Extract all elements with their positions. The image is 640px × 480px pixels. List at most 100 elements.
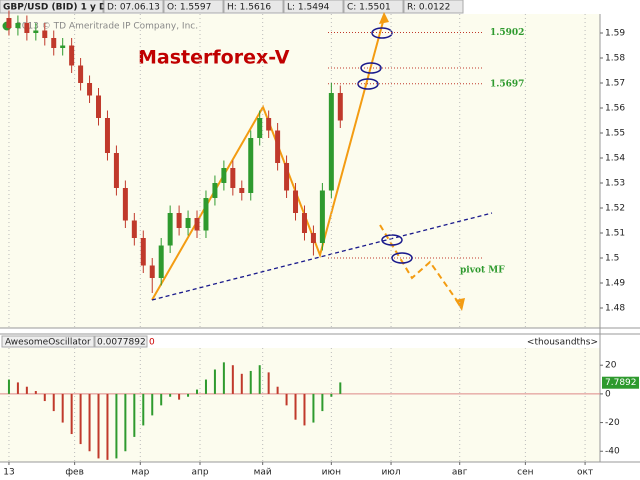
candle-body [113, 153, 119, 188]
y-tick-label: 1.57 [605, 79, 625, 89]
toolbar-cell [163, 0, 224, 14]
y-tick-label: 1.51 [605, 229, 625, 239]
x-tick-label: 13 [3, 468, 14, 478]
marker-ellipse [360, 62, 382, 74]
toolbar-cell [403, 0, 464, 14]
candle-body [140, 238, 146, 266]
candle-body [69, 45, 75, 66]
candle-body [158, 245, 164, 278]
oscillator-bar [231, 365, 234, 394]
level-label: 1.5902 [490, 28, 524, 38]
oscillator-bar [124, 393, 127, 452]
y-tick-label: 1.53 [605, 179, 625, 189]
y-tick-label: 1.49 [605, 279, 625, 289]
toolbar-cell [223, 0, 284, 14]
y-tick-label: 1.52 [605, 204, 625, 214]
oscillator-bar [70, 393, 73, 435]
forecast-line [379, 224, 461, 306]
candle-body [221, 168, 227, 183]
candle-body [319, 190, 325, 243]
oscillator-bar [43, 393, 46, 402]
oscillator-bar [240, 373, 243, 394]
x-tick-label: июл [381, 468, 400, 478]
oscillator-bar [169, 393, 172, 397]
candle-body [275, 130, 281, 163]
candle-body [167, 213, 173, 246]
oscillator-bar [151, 393, 154, 416]
oscillator-panel [0, 348, 600, 462]
y-tick-label: 1.48 [605, 304, 625, 314]
candle-body [15, 23, 21, 28]
x-tick-label: мар [131, 468, 149, 478]
oscillator-bar [133, 393, 136, 437]
candle-body [248, 138, 254, 193]
candle-body [104, 118, 110, 153]
oscillator-bar [312, 393, 315, 423]
x-tick-label: авг [452, 468, 468, 478]
x-tick-label: май [254, 468, 272, 478]
y-tick-label: 20 [605, 361, 617, 371]
copyright: 2013 © TD Ameritrade IP Company, Inc. [16, 22, 198, 32]
oscillator-bar [258, 365, 261, 394]
annotation-title: Masterforex-V [138, 47, 290, 69]
candle-body [24, 23, 30, 33]
oscillator-bar [16, 382, 19, 394]
last-value-box [602, 376, 639, 389]
y-tick-label: 0 [605, 389, 611, 399]
indicator-value: 0.0077892 [97, 338, 146, 348]
toolbar: GBP/USD (BID) 1 y D D: 07.06.13 O: 1.5597 H… [0, 0, 464, 14]
price-panel [0, 14, 600, 328]
arrow-head [379, 12, 389, 24]
oscillator-bar [330, 393, 333, 397]
toolbar-text: H: 1.5616 [227, 3, 271, 13]
candle-body [149, 265, 155, 278]
toolbar-text: R: 0.0122 [407, 3, 450, 13]
candle-body [60, 45, 66, 48]
candle-body [51, 38, 57, 48]
pivot-label: pivot MF [460, 266, 505, 276]
x-tick-label: окт [577, 468, 593, 478]
candle-body [310, 233, 316, 243]
level-label: 1.5697 [490, 79, 524, 89]
indicator-value-box [94, 335, 148, 348]
toolbar-text: O: 1.5597 [167, 3, 211, 13]
y-tick-label: 1.5 [605, 254, 619, 264]
candle-body [257, 118, 263, 138]
oscillator-bar [321, 393, 324, 412]
candle-body [239, 188, 245, 193]
oscillator-bar [34, 391, 37, 394]
y-tick-label: -20 [605, 418, 620, 428]
y-tick-label: 1.55 [605, 129, 625, 139]
candle-body [266, 118, 272, 131]
candle-body [284, 163, 290, 191]
toolbar-text: D: 07.06.13 [107, 3, 160, 13]
y-tick-label: 1.59 [605, 29, 625, 39]
candle-body [87, 83, 93, 96]
indicator-name: AwesomeOscillator [5, 338, 91, 348]
marker-ellipse [391, 252, 413, 264]
oscillator-bar [115, 393, 118, 459]
oscillator-bar [294, 393, 297, 420]
candle-body [96, 95, 102, 118]
last-value-label: 7.7892 [605, 378, 637, 388]
candle-body [122, 188, 128, 221]
oscillator-bar [222, 362, 225, 394]
candle-body [185, 218, 191, 228]
x-tick-label: фев [65, 468, 84, 478]
oscillator-bar [61, 393, 64, 423]
oscillator-bar [249, 370, 252, 394]
candle-body [6, 18, 12, 28]
candle-body [33, 30, 39, 33]
y-tick-label: 1.58 [605, 54, 625, 64]
oscillator-bar [160, 393, 163, 406]
marker-ellipse [381, 234, 403, 246]
oscillator-bar [88, 393, 91, 452]
candle-body [131, 220, 137, 238]
candle-body [42, 30, 48, 38]
y-tick-label: -40 [605, 447, 620, 457]
oscillator-bar [276, 386, 279, 394]
oscillator-bar [106, 393, 109, 460]
x-tick-label: апр [191, 468, 208, 478]
oscillator-bar [52, 393, 55, 412]
